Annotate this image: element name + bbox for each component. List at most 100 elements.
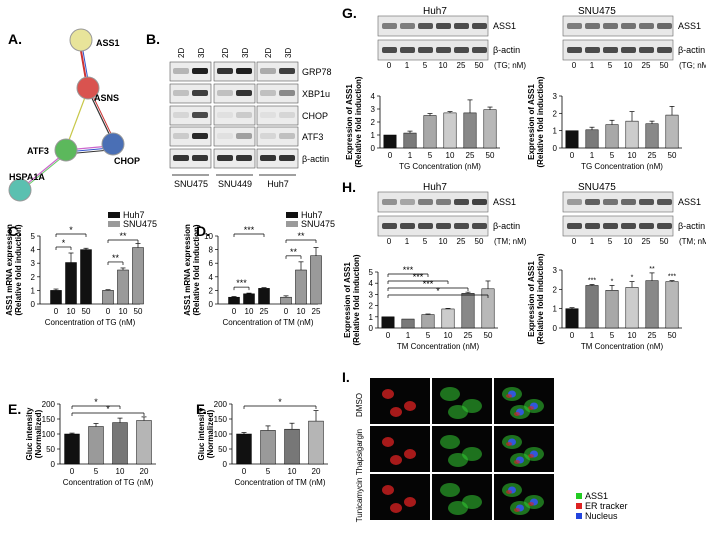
y-tick-label: 150 [214, 415, 228, 424]
blot-band [603, 23, 618, 29]
b-cell-label: Huh7 [267, 179, 289, 189]
lane-label: 50 [475, 61, 484, 70]
er-signal [528, 406, 534, 410]
node-chop [101, 132, 125, 156]
blot-band [657, 199, 672, 205]
node-label-ass1: ASS1 [96, 38, 120, 48]
blot-band [400, 199, 415, 205]
blot-band [436, 199, 451, 205]
lane-label: 25 [457, 237, 466, 246]
x-tick-label: 50 [486, 151, 495, 160]
blot-band [454, 23, 469, 29]
x-tick-label: 5 [610, 331, 615, 340]
er-signal [528, 502, 534, 506]
blot-band [621, 47, 636, 53]
sig-label: * [106, 404, 110, 414]
bar [403, 132, 417, 149]
cell-signal [440, 387, 460, 401]
b-row-label: XBP1u [302, 89, 330, 99]
y-tick-label: 3 [553, 266, 558, 275]
blot-band [382, 223, 397, 229]
bar [605, 124, 619, 149]
bar [381, 316, 395, 329]
blot-band [400, 223, 415, 229]
x-tick-label: 25 [312, 307, 321, 316]
blot-band [279, 112, 295, 118]
bar [565, 308, 579, 329]
blot-band [217, 133, 233, 139]
b-cell-label: SNU475 [174, 179, 208, 189]
y-tick-label: 5 [31, 232, 36, 241]
bar [80, 249, 92, 305]
lane-label: 5 [608, 237, 613, 246]
blot-band [567, 47, 582, 53]
y-tick-label: 0 [553, 324, 558, 333]
lane-label: 0 [387, 237, 392, 246]
panel-b-blots: B. 2D 3D 2D 3D 2D 3D GRP78 XBP1u CHOP ATF3 β-acti… [146, 31, 332, 189]
b-row-label: ATF3 [302, 132, 323, 142]
lane-label: 50 [660, 61, 669, 70]
cell-signal [404, 401, 416, 411]
y-tick-label: 3 [31, 259, 36, 268]
blot-row-label: β-actin [678, 221, 705, 231]
blot-band [436, 47, 451, 53]
x-tick-label: 10 [446, 151, 455, 160]
node-label-chop: CHOP [114, 156, 140, 166]
sig-label: * [94, 397, 98, 407]
node-hspa1a [8, 178, 32, 202]
cell-signal [382, 389, 394, 399]
y-tick-label: 0 [223, 460, 228, 469]
blot-strip [169, 61, 212, 82]
lane-unit: (TG; nM) [679, 61, 706, 70]
blot-band [192, 155, 208, 161]
panel-label: C. [8, 223, 22, 239]
blot-band [454, 47, 469, 53]
bar-sig-label: *** [588, 278, 596, 285]
blot-strip [213, 61, 256, 82]
cell-signal [390, 455, 402, 465]
y-tick-label: 8 [209, 246, 214, 255]
chart-c: C. 0 1 2 3 4 5 ASS1 mRNA expression(Relative fo… [5, 210, 157, 327]
bar [585, 285, 599, 329]
h-title-snu475: SNU475 [578, 182, 616, 193]
sig-label: *** [423, 279, 434, 289]
sig-label: ** [119, 231, 127, 241]
x-tick-label: 5 [428, 151, 433, 160]
b-row-label: GRP78 [302, 67, 332, 77]
x-tick-label: 0 [54, 307, 59, 316]
b-col-label: 3D [197, 48, 206, 58]
lane-unit: (TM; nM) [494, 237, 527, 246]
blot-band [173, 133, 189, 139]
bar [243, 293, 255, 305]
panel-label: D. [196, 223, 210, 239]
panel-label-g: G. [342, 5, 357, 21]
y-tick-label: 5 [369, 268, 374, 277]
lane-label: 25 [457, 61, 466, 70]
blot-band [217, 112, 233, 118]
y-tick-label: 4 [31, 246, 36, 255]
x-tick-label: 25 [260, 307, 269, 316]
blot-band [454, 199, 469, 205]
chart-h-right: 0 1 2 3 Expression of ASS1(Relative fold ind… [527, 253, 682, 351]
bar [136, 420, 152, 465]
blot-band [192, 90, 208, 96]
y-tick-label: 0 [553, 144, 558, 153]
blot-band [260, 90, 276, 96]
x-tick-label: 10 [116, 467, 125, 476]
node-label-hspa1a: HSPA1A [9, 172, 45, 182]
i-row-label-dmso: DMSO [355, 393, 364, 417]
x-tick-label: 25 [648, 151, 657, 160]
blot-band [192, 112, 208, 118]
bar [665, 281, 679, 329]
blot-band [418, 23, 433, 29]
lane-label: 1 [405, 237, 410, 246]
er-signal [514, 460, 520, 464]
blot-band [621, 223, 636, 229]
bar [284, 428, 300, 465]
y-tick-label: 0 [369, 324, 374, 333]
bar [605, 290, 619, 329]
